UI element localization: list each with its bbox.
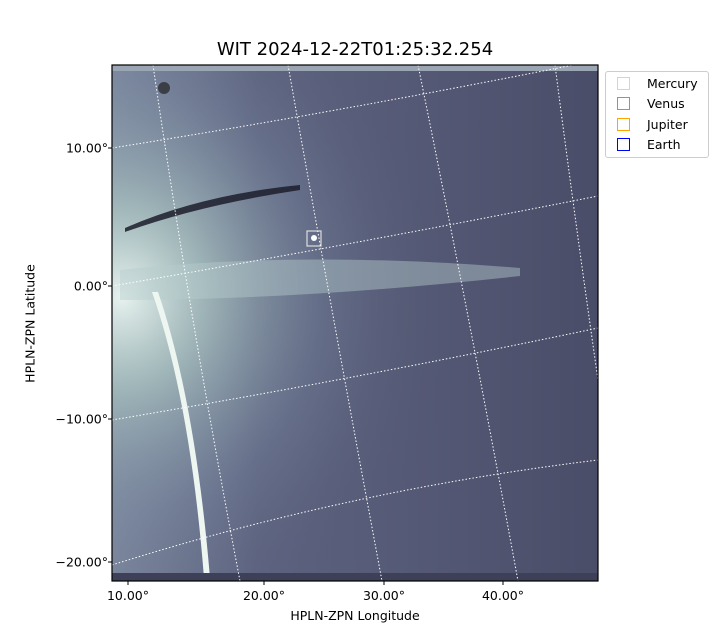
axes-frame	[111, 64, 599, 582]
y-axis-label: HPLN-ZPN Latitude	[22, 264, 38, 383]
legend-label: Jupiter	[647, 116, 688, 132]
x-tick-label: 20.00°	[242, 588, 286, 603]
legend: Mercury Venus Jupiter Earth	[605, 71, 709, 158]
coordinate-grid	[111, 59, 599, 582]
legend-item-mercury: Mercury	[617, 73, 698, 93]
legend-item-jupiter: Jupiter	[617, 114, 688, 134]
y-tick-label: 10.00°	[65, 140, 108, 156]
tick-marks	[108, 147, 504, 585]
y-tick-label: −20.00°	[55, 554, 108, 570]
y-tick-label: 0.00°	[73, 278, 108, 294]
legend-swatch	[617, 117, 630, 131]
legend-swatch	[617, 137, 630, 151]
y-tick-label: −10.00°	[55, 411, 108, 427]
x-tick-label: 30.00°	[362, 588, 406, 603]
legend-item-earth: Earth	[617, 134, 681, 154]
legend-label: Earth	[647, 136, 681, 152]
x-tick-label: 40.00°	[481, 588, 525, 603]
legend-swatch	[617, 76, 630, 90]
x-axis-label: HPLN-ZPN Longitude	[290, 608, 420, 623]
solar-image	[112, 65, 598, 581]
legend-swatch	[617, 96, 630, 110]
jupiter-marker	[306, 230, 322, 247]
chart-title: WIT 2024-12-22T01:25:32.254	[216, 39, 494, 60]
legend-label: Mercury	[647, 75, 698, 91]
legend-label: Venus	[647, 95, 685, 111]
legend-item-venus: Venus	[617, 93, 685, 113]
x-tick-label: 10.00°	[106, 588, 150, 603]
